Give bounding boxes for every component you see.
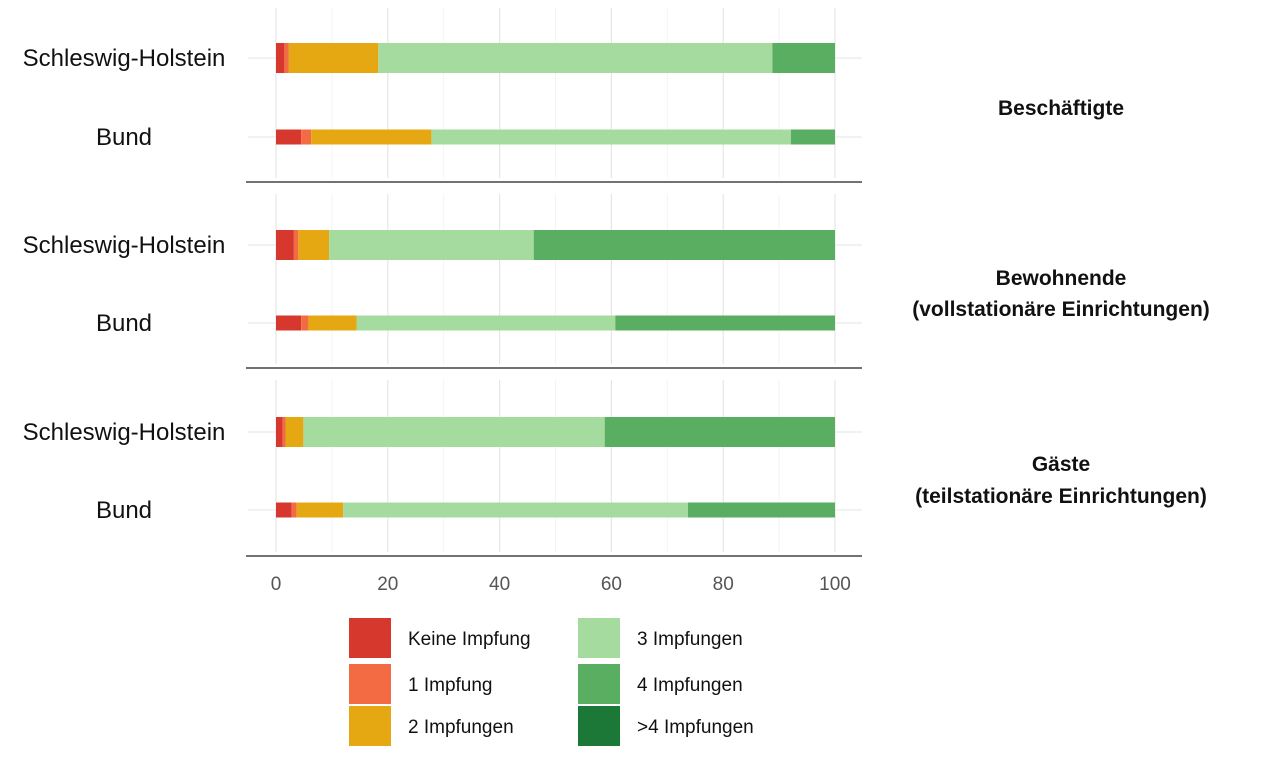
bar-segment-4 [431, 129, 791, 145]
bar-segment-1 [276, 43, 285, 73]
bar-segment-1 [276, 230, 294, 260]
bar-segment-4 [378, 43, 773, 73]
legend-label: 1 Impfung [408, 675, 493, 696]
legend-swatch [349, 706, 391, 746]
bar-segment-5 [772, 43, 835, 73]
x-tick-label: 100 [819, 574, 851, 595]
x-tick-label: 20 [377, 574, 398, 595]
legend-swatch [578, 618, 620, 658]
bar-segment-4 [329, 230, 534, 260]
legend-swatch [578, 706, 620, 746]
label-layer: Schleswig-Holstein Bund Beschäftigte Schles… [23, 45, 1210, 524]
bar-segment-2 [284, 43, 289, 73]
bar-segment-1 [276, 417, 283, 447]
panel-label-line: Beschäftigte [998, 97, 1124, 120]
category-label: Bund [96, 497, 152, 524]
x-tick-label: 60 [601, 574, 622, 595]
bar-segment-4 [356, 315, 616, 331]
category-label: Schleswig-Holstein [23, 45, 226, 72]
x-tick-label: 80 [713, 574, 734, 595]
bar-segment-4 [343, 502, 688, 518]
bar-segment-5 [533, 230, 835, 260]
bar-segment-3 [296, 502, 344, 518]
x-tick-label: 40 [489, 574, 510, 595]
bar-segment-1 [276, 502, 292, 518]
bar-layer [276, 43, 835, 518]
bar-segment-2 [301, 129, 312, 145]
legend-swatch [349, 618, 391, 658]
category-label: Bund [96, 124, 152, 151]
bar-segment-3 [311, 129, 432, 145]
legend-label: 4 Impfungen [637, 675, 743, 696]
bar-segment-5 [604, 417, 835, 447]
bar-segment-3 [288, 43, 379, 73]
bar-segment-2 [282, 417, 286, 447]
bar-segment-3 [308, 315, 357, 331]
legend-layer: Keine Impfung 1 Impfung 2 Impfungen 3 Impfu… [349, 618, 754, 746]
bar-segment-5 [790, 129, 835, 145]
legend-label: 3 Impfungen [637, 629, 743, 650]
legend-label: >4 Impfungen [637, 717, 754, 738]
axis-layer: 0 20 40 60 80 100 [246, 181, 862, 595]
panel-label: Beschäftigte [998, 97, 1124, 120]
category-label: Bund [96, 310, 152, 337]
legend-swatch [349, 664, 391, 704]
legend-swatch [578, 664, 620, 704]
bar-segment-5 [615, 315, 835, 331]
panel-label-line: (vollstationäre Einrichtungen) [912, 298, 1210, 321]
x-tick-label: 0 [271, 574, 282, 595]
bar-segment-5 [687, 502, 835, 518]
panel-label: Gäste (teilstationäre Einrichtungen) [915, 453, 1207, 508]
panel-label-line: Bewohnende [996, 267, 1127, 290]
bar-segment-2 [291, 502, 297, 518]
category-label: Schleswig-Holstein [23, 232, 226, 259]
bar-segment-3 [285, 417, 304, 447]
grid-layer [248, 8, 862, 552]
panel-label-line: (teilstationäre Einrichtungen) [915, 485, 1207, 508]
panel-label: Bewohnende (vollstationäre Einrichtungen) [912, 267, 1210, 321]
bar-segment-1 [276, 129, 302, 145]
bar-segment-4 [303, 417, 605, 447]
category-label: Schleswig-Holstein [23, 419, 226, 446]
bar-segment-1 [276, 315, 302, 331]
bar-segment-3 [298, 230, 330, 260]
legend-label: Keine Impfung [408, 629, 531, 650]
legend-label: 2 Impfungen [408, 717, 514, 738]
panel-label-line: Gäste [1032, 453, 1090, 476]
bar-segment-2 [293, 230, 299, 260]
bar-segment-2 [301, 315, 309, 331]
